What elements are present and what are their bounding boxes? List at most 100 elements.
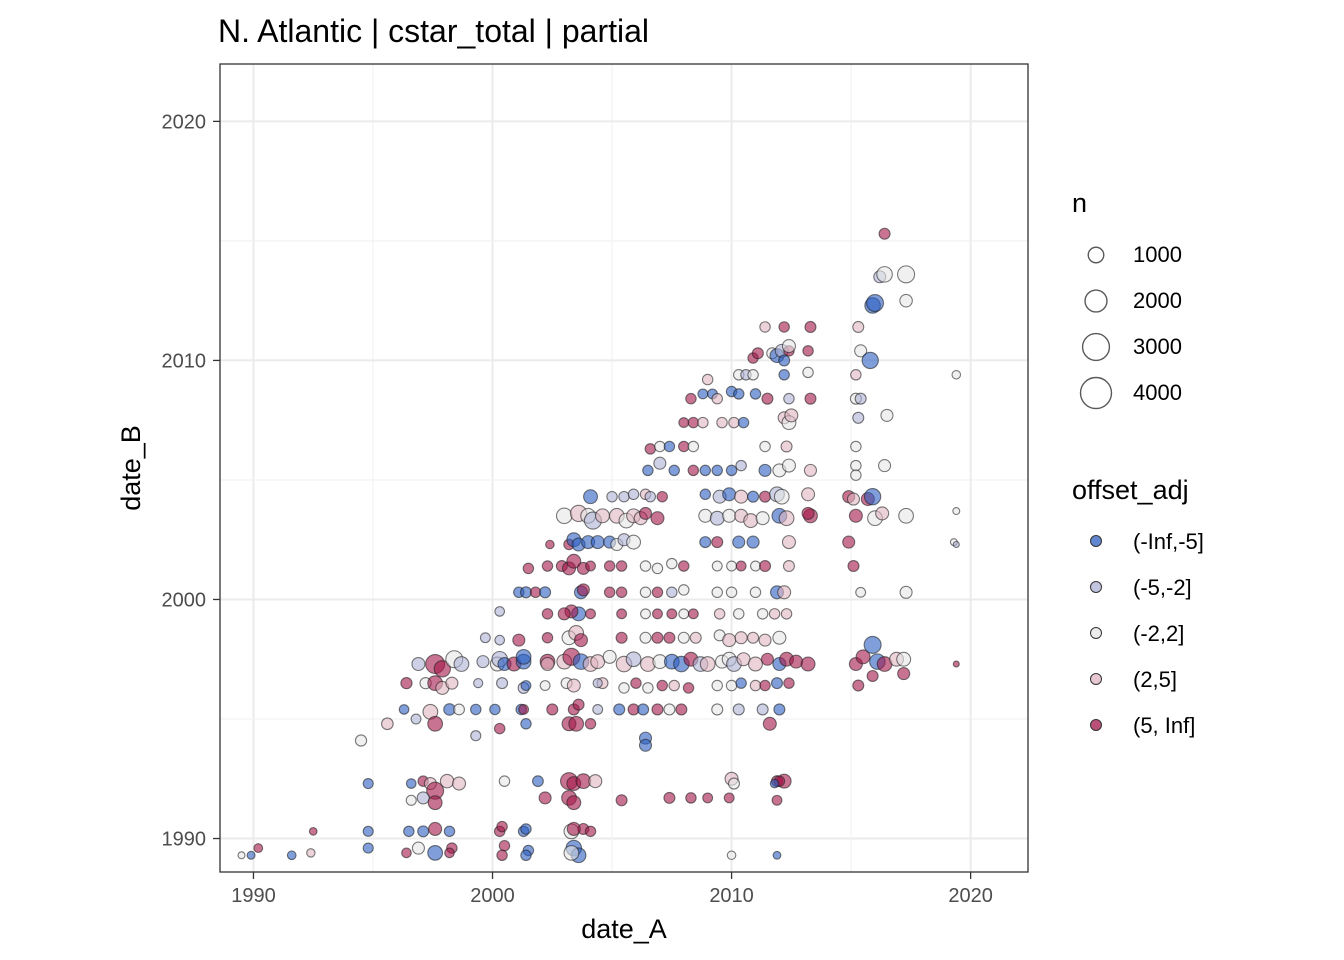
data-point [644, 490, 657, 503]
data-point [855, 586, 867, 598]
data-point [666, 557, 678, 570]
data-point [854, 344, 868, 358]
data-point [496, 849, 508, 862]
data-point [850, 469, 862, 481]
data-point [711, 703, 724, 716]
data-point [687, 464, 700, 477]
data-point [716, 416, 728, 429]
data-point [246, 850, 256, 860]
data-point [520, 718, 532, 730]
data-point [237, 851, 246, 860]
data-point [638, 738, 653, 752]
data-point [759, 440, 771, 453]
data-point [498, 775, 511, 787]
data-point [687, 416, 700, 429]
data-point [656, 679, 668, 692]
data-point [726, 850, 737, 861]
data-point [445, 676, 459, 690]
color-legend-item: (-2,2] [1090, 621, 1184, 646]
data-point [576, 583, 590, 597]
chart-title: N. Atlantic | cstar_total | partial [218, 13, 649, 49]
data-point [417, 825, 430, 838]
data-point [639, 560, 652, 572]
data-point [865, 294, 885, 313]
data-point [668, 464, 680, 477]
data-point [625, 651, 642, 668]
data-point [852, 320, 865, 333]
data-point [952, 540, 960, 549]
size-legend-label: 2000 [1133, 288, 1182, 313]
color-legend-label: (5, Inf] [1133, 713, 1195, 738]
data-point [639, 586, 652, 599]
data-point [443, 825, 456, 838]
color-key [1090, 535, 1102, 547]
data-point [756, 703, 769, 716]
data-point [496, 677, 509, 690]
data-point [773, 703, 786, 716]
color-key [1090, 673, 1102, 685]
data-point [772, 630, 787, 645]
data-point [756, 608, 769, 620]
data-point [627, 488, 640, 501]
data-point [541, 631, 554, 644]
x-axis-title: date_A [581, 914, 667, 944]
data-point [773, 488, 790, 505]
data-point [452, 776, 467, 791]
data-point [804, 320, 817, 333]
data-point [781, 339, 796, 354]
y-tick-2000: 2000 [162, 589, 220, 611]
color-key [1090, 719, 1102, 731]
data-point [405, 778, 417, 789]
data-point [747, 631, 760, 644]
data-point [539, 680, 551, 691]
x-tick-label: 2010 [709, 885, 754, 907]
data-point [663, 703, 676, 716]
color-legend-title: offset_adj [1072, 475, 1189, 505]
data-point [751, 347, 764, 360]
data-point [780, 440, 793, 453]
data-point [722, 508, 737, 523]
data-point [711, 586, 723, 599]
data-point [780, 608, 793, 620]
data-point [682, 682, 695, 694]
data-point [759, 321, 771, 333]
data-point [584, 825, 597, 838]
size-legend-item: 4000 [1079, 376, 1182, 410]
data-point [711, 464, 723, 477]
data-point [568, 715, 585, 732]
data-point [749, 586, 762, 599]
size-legend-item: 3000 [1081, 332, 1182, 362]
data-point [743, 513, 759, 529]
data-point [494, 606, 506, 617]
data-point [532, 775, 544, 788]
data-point [603, 586, 616, 599]
data-point [654, 440, 666, 453]
data-point [675, 703, 688, 716]
data-point [689, 631, 702, 644]
data-point [401, 847, 412, 859]
data-point [678, 440, 690, 453]
data-point [666, 586, 678, 599]
data-point [685, 392, 697, 405]
data-point [428, 821, 443, 837]
color-legend-item: (-5,-2] [1090, 575, 1192, 600]
data-point [656, 490, 668, 503]
data-point [723, 792, 735, 804]
data-point [852, 411, 865, 424]
data-point [866, 669, 879, 683]
data-point [496, 820, 508, 833]
data-point [416, 791, 430, 805]
data-point [802, 366, 814, 379]
data-point [863, 488, 882, 506]
size-legend-label: 1000 [1133, 242, 1182, 267]
size-legend-item: 2000 [1084, 288, 1182, 313]
data-point [803, 463, 818, 477]
data-point [651, 631, 664, 644]
data-point [253, 843, 264, 854]
data-point [615, 586, 628, 599]
size-key [1087, 246, 1105, 264]
data-point [755, 511, 770, 526]
data-point [642, 682, 654, 694]
data-point [800, 656, 816, 672]
data-point [709, 510, 725, 526]
